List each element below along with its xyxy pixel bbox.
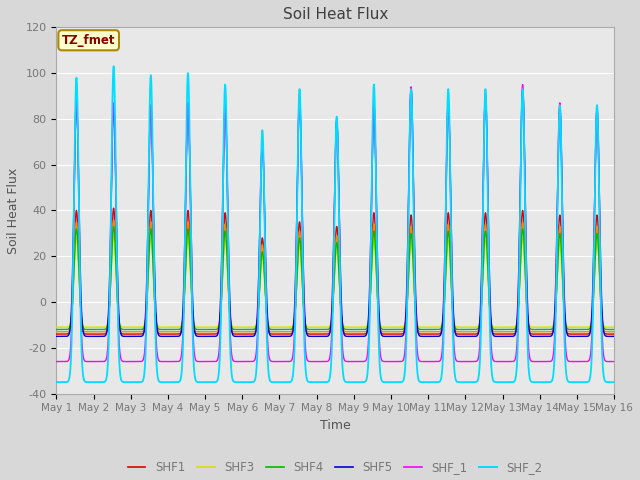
SHF3 [52,324,60,330]
SHF1 [460,331,468,337]
SHF1 [610,331,618,337]
SHF_2 [153,364,161,370]
SHF_1 [52,359,60,364]
SHF_2 [460,379,468,385]
SHF_2 [109,63,117,69]
SHF_2 [429,379,437,385]
SHF2 [153,324,161,329]
Y-axis label: Soil Heat Flux: Soil Heat Flux [7,168,20,253]
SHF_1 [460,359,468,364]
SHF2 [610,329,618,335]
SHF4 [315,326,323,332]
SHF5 [153,320,161,326]
SHF4 [153,322,161,327]
SHF_2 [492,379,500,385]
SHF5 [492,334,500,339]
SHF3 [492,324,500,330]
Text: TZ_fmet: TZ_fmet [62,34,115,47]
Line: SHF3: SHF3 [56,236,614,327]
SHF3 [611,324,618,330]
SHF4 [52,326,60,332]
SHF2 [429,329,437,335]
SHF5 [611,334,618,339]
SHF_1 [492,359,500,364]
SHF1 [492,331,500,337]
SHF_2 [610,379,618,385]
SHF1 [153,325,161,331]
SHF4 [460,326,468,332]
SHF_1 [519,82,527,87]
Line: SHF4: SHF4 [56,227,614,329]
SHF1 [315,331,323,337]
SHF2 [315,329,323,335]
Legend: SHF1, SHF2, SHF3, SHF4, SHF5, SHF_1, SHF_2: SHF1, SHF2, SHF3, SHF4, SHF5, SHF_1, SHF… [123,456,547,480]
Line: SHF1: SHF1 [56,208,614,334]
SHF2 [109,217,117,223]
SHF3 [610,324,618,330]
SHF1 [429,331,437,337]
SHF1 [52,331,60,337]
SHF2 [492,329,500,335]
SHF1 [611,331,618,337]
SHF_1 [429,359,437,364]
SHF4 [610,326,618,332]
SHF2 [52,329,60,335]
SHF4 [492,326,500,332]
SHF2 [460,329,468,335]
SHF3 [460,324,468,330]
SHF4 [109,224,117,229]
SHF4 [429,326,437,332]
SHF2 [611,329,618,335]
SHF1 [109,205,117,211]
SHF3 [153,320,161,325]
SHF_1 [611,359,618,364]
Line: SHF_2: SHF_2 [56,66,614,382]
SHF_2 [52,379,60,385]
SHF3 [315,324,323,330]
SHF5 [52,334,60,339]
X-axis label: Time: Time [320,419,351,432]
SHF5 [610,334,618,339]
Line: SHF_1: SHF_1 [56,84,614,361]
SHF_1 [610,359,618,364]
SHF5 [429,334,437,339]
SHF_2 [611,379,618,385]
Line: SHF5: SHF5 [56,89,614,336]
SHF5 [460,334,468,339]
SHF4 [611,326,618,332]
SHF3 [429,324,437,330]
SHF_1 [314,359,322,364]
SHF5 [314,334,322,339]
SHF3 [109,233,117,239]
Title: Soil Heat Flux: Soil Heat Flux [282,7,388,22]
SHF_1 [153,344,161,349]
SHF5 [407,86,415,92]
Line: SHF2: SHF2 [56,220,614,332]
SHF_2 [315,379,323,385]
